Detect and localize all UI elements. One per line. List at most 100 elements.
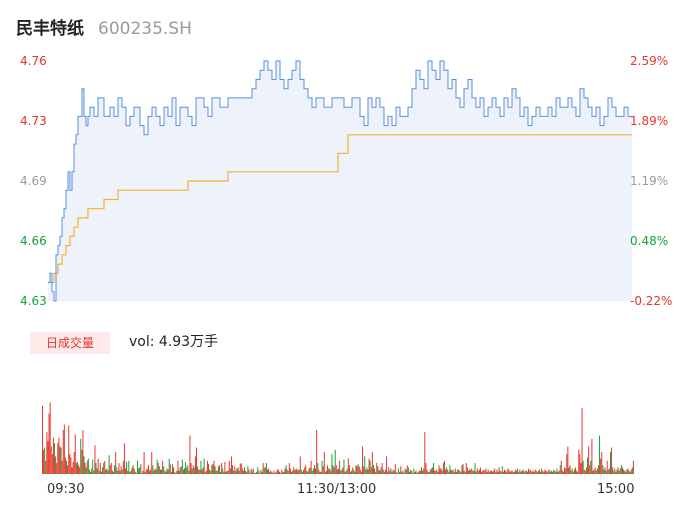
volume-bar	[257, 467, 259, 474]
volume-bar	[535, 470, 537, 474]
volume-bar	[76, 461, 78, 474]
volume-bar	[504, 469, 506, 474]
volume-bar	[169, 464, 171, 474]
volume-bar	[445, 469, 447, 474]
volume-bar	[554, 470, 556, 474]
volume-bar	[564, 467, 566, 474]
volume-bar	[299, 456, 301, 474]
volume-bar	[611, 447, 613, 474]
volume-bar	[583, 469, 585, 474]
volume-bar	[545, 470, 547, 474]
volume-bar	[311, 470, 313, 474]
volume-bar	[570, 470, 572, 474]
volume-bar	[211, 465, 213, 474]
volume-bar	[341, 469, 343, 474]
volume-bar	[325, 470, 327, 474]
volume-bar	[351, 470, 353, 474]
volume-bar	[353, 469, 355, 474]
volume-bar	[159, 469, 161, 474]
volume-bar	[384, 469, 386, 474]
volume-bar	[256, 471, 258, 474]
volume-bar	[423, 468, 425, 474]
volume-bar	[126, 461, 128, 474]
volume-bar	[58, 437, 60, 474]
volume-bar	[118, 463, 120, 474]
volume-bar	[147, 465, 149, 474]
volume-bar	[344, 471, 346, 474]
volume-bar	[369, 460, 371, 474]
volume-bar	[152, 465, 154, 474]
volume-bar	[566, 454, 568, 474]
volume-bar	[592, 470, 594, 474]
volume-bar	[188, 470, 190, 474]
volume-bar	[532, 470, 534, 474]
volume-bar	[84, 463, 86, 474]
volume-bar	[318, 469, 320, 474]
volume-bar	[67, 465, 69, 474]
volume-bar	[521, 470, 523, 474]
volume-bar	[251, 470, 253, 474]
volume-bar	[329, 468, 331, 474]
volume-bar	[614, 468, 616, 474]
pct-label-0: 2.59%	[630, 54, 669, 68]
volume-bar	[342, 467, 344, 474]
volume-bar	[417, 471, 419, 474]
volume-bar	[520, 471, 522, 474]
volume-bar	[347, 458, 349, 474]
volume-bar	[283, 471, 285, 474]
volume-bar	[362, 446, 364, 474]
volume-bar	[376, 463, 378, 474]
volume-bar	[580, 463, 582, 474]
volume-bar	[49, 402, 51, 474]
volume-bar	[91, 468, 93, 474]
volume-bar	[449, 465, 451, 474]
volume-bar	[479, 467, 481, 474]
volume-bar	[57, 443, 59, 474]
volume-bar	[192, 465, 194, 474]
volume-bar	[391, 471, 393, 474]
price-label-1: 4.73	[20, 114, 47, 128]
volume-bar	[387, 471, 389, 474]
volume-bar	[51, 454, 53, 474]
volume-bar	[394, 464, 396, 474]
volume-bar	[134, 471, 136, 474]
pct-label-3: 0.48%	[630, 234, 669, 248]
volume-bar	[426, 469, 428, 474]
volume-bar	[577, 471, 579, 474]
volume-bar	[439, 468, 441, 474]
volume-bar	[75, 463, 77, 474]
volume-bar	[464, 471, 466, 474]
volume-bar	[424, 432, 426, 474]
volume-bar	[465, 463, 467, 474]
volume-bar	[450, 469, 452, 474]
volume-bar	[280, 472, 282, 474]
volume-bar	[48, 413, 50, 474]
volume-bars	[42, 402, 634, 474]
volume-bar	[501, 466, 503, 474]
volume-bar	[498, 467, 500, 474]
volume-bar	[476, 468, 478, 474]
volume-bar	[534, 469, 536, 474]
volume-bar	[229, 468, 231, 474]
volume-bar	[128, 460, 130, 474]
volume-bar	[418, 470, 420, 474]
volume-tab[interactable]: 日成交量	[30, 332, 110, 354]
volume-bar	[323, 452, 325, 474]
volume-bar	[279, 471, 281, 474]
volume-bar	[559, 465, 561, 474]
volume-bar	[510, 470, 512, 474]
volume-bar	[522, 469, 524, 474]
volume-bar	[72, 461, 74, 474]
volume-bar	[259, 472, 261, 474]
volume-bar	[274, 472, 276, 474]
volume-bar	[494, 468, 496, 474]
volume-bar	[234, 466, 236, 474]
volume-bar	[177, 460, 179, 474]
volume-bar	[324, 471, 326, 474]
volume-bar	[339, 460, 341, 474]
volume-bar	[573, 469, 575, 474]
volume-bar	[80, 438, 82, 474]
volume-bar	[287, 470, 289, 474]
volume-bar	[249, 472, 251, 474]
volume-bar	[605, 470, 607, 474]
